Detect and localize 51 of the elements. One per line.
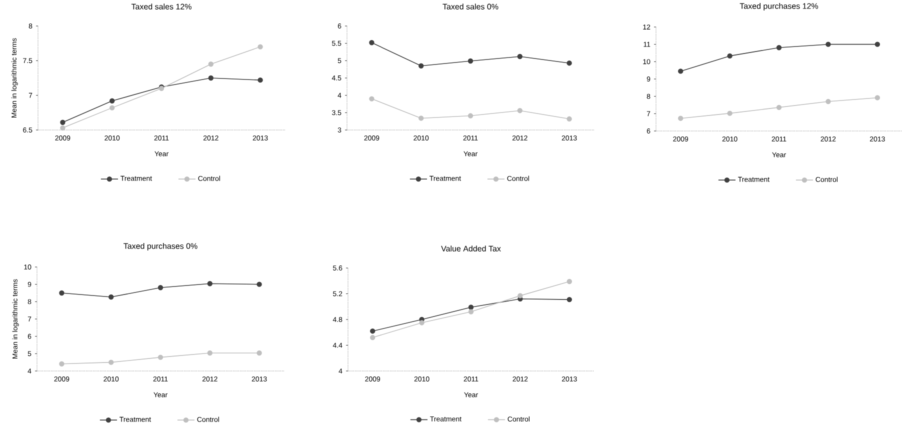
chart-title: Taxed purchases 0%: [124, 243, 198, 250]
point: [108, 294, 114, 300]
point: [60, 125, 66, 131]
point: [418, 116, 424, 121]
point: [566, 116, 572, 122]
point: [369, 40, 374, 46]
chart-title: Taxed purchases 12%: [740, 3, 818, 10]
point: [256, 282, 262, 287]
point: [468, 58, 474, 64]
point: [207, 281, 212, 286]
point: [566, 278, 572, 284]
point: [776, 45, 782, 50]
point: [874, 95, 880, 100]
point: [826, 98, 831, 104]
point: [60, 120, 66, 125]
chart-title: Value Added Tax: [441, 246, 501, 252]
point: [517, 54, 522, 60]
point: [110, 105, 115, 110]
point: [419, 320, 424, 326]
point: [678, 116, 684, 121]
point: [108, 360, 114, 365]
point: [258, 77, 263, 83]
point: [518, 293, 523, 298]
chart-title: Taxed sales 0%: [442, 4, 498, 10]
point: [566, 60, 572, 66]
point: [59, 361, 64, 366]
point: [208, 75, 214, 81]
point: [59, 290, 64, 296]
point: [566, 296, 572, 302]
point: [370, 328, 376, 334]
point: [468, 309, 474, 314]
point: [369, 96, 374, 102]
point: [207, 350, 212, 356]
point: [418, 63, 424, 68]
point: [776, 104, 782, 110]
chart-title: Taxed sales 12%: [131, 4, 192, 10]
point: [258, 44, 263, 50]
point: [468, 113, 474, 118]
point: [826, 42, 831, 47]
point: [370, 334, 376, 340]
point: [256, 350, 262, 356]
point: [208, 62, 214, 67]
point: [874, 42, 880, 47]
point: [468, 304, 474, 310]
point: [517, 108, 522, 114]
point: [110, 98, 115, 104]
point: [158, 354, 164, 360]
point: [678, 68, 684, 74]
point: [727, 53, 732, 59]
point: [158, 285, 164, 290]
point: [727, 110, 732, 116]
